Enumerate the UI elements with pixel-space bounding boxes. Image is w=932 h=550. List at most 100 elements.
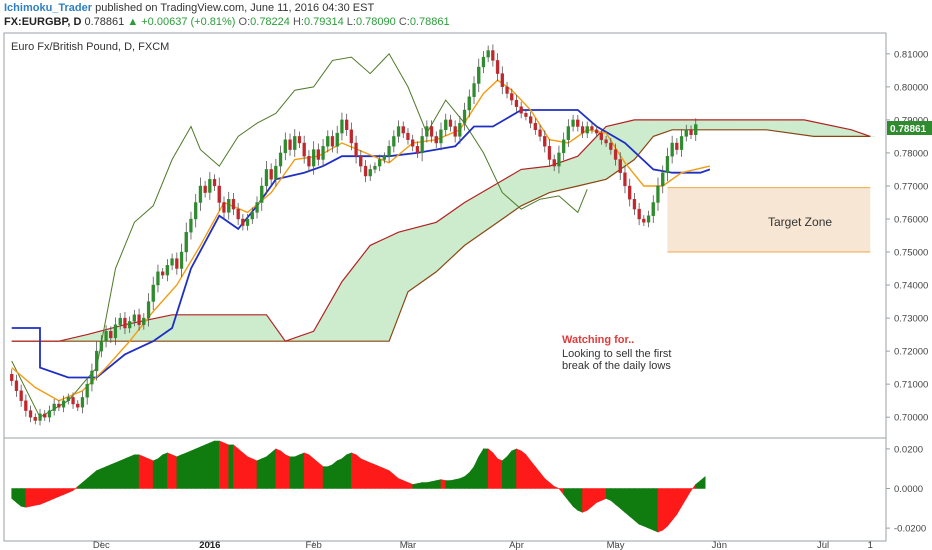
bear-candle-body (302, 142, 306, 157)
cloud-segment (704, 119, 711, 131)
cloud-segment (384, 236, 390, 342)
bear-candle-body (552, 159, 556, 167)
candle (401, 121, 405, 139)
oscillator-area-segment (270, 448, 277, 489)
cloud-segment (714, 119, 720, 131)
cloud-segment (176, 314, 182, 342)
candle (340, 112, 344, 141)
cloud-segment (228, 314, 234, 342)
bull-candle-body (142, 317, 146, 325)
candle (571, 114, 575, 132)
bull-candle-body (132, 314, 136, 322)
candle (618, 152, 622, 181)
oscillator-area-segment (289, 456, 296, 489)
cloud-segment (572, 155, 579, 188)
candle (689, 125, 693, 140)
cloud-segment (412, 226, 418, 289)
candle (146, 293, 151, 327)
candle (293, 129, 297, 157)
oscillator-area-segment (435, 479, 442, 489)
cloud-segment (789, 119, 796, 135)
price-axis-tick-label: 0.80000 (894, 82, 928, 93)
cloud-segment (355, 256, 362, 342)
oscillator-area-segment (242, 452, 248, 489)
bear-candle-body (538, 129, 542, 137)
oscillator-area-segment (336, 458, 343, 489)
cloud-segment (346, 268, 352, 342)
low-value: 0.78090 (355, 16, 396, 28)
oscillator-area-segment (501, 456, 508, 489)
cloud-segment (577, 150, 583, 187)
bear-candle-body (269, 169, 273, 180)
candle (491, 44, 495, 67)
bull-candle-body (94, 350, 99, 372)
oscillator-layer (11, 440, 706, 533)
candle (260, 177, 264, 211)
bull-candle-body (312, 149, 316, 167)
senkou-span-a-line (11, 119, 871, 342)
price-axis-tick-label: 0.72000 (894, 347, 928, 358)
candle (373, 162, 377, 174)
cloud-segment (752, 119, 758, 131)
candle (359, 150, 363, 173)
bull-candle-body (208, 179, 212, 193)
oscillator-area-segment (365, 460, 371, 489)
oscillator-area-segment (247, 456, 253, 489)
bull-candle-body (481, 56, 486, 68)
candle (604, 135, 608, 147)
cloud-segment (223, 314, 229, 342)
oscillator-area-segment (596, 488, 602, 503)
candle (533, 118, 538, 135)
cloud-segment (785, 119, 791, 134)
oscillator-area-segment (638, 488, 645, 527)
candle (137, 308, 141, 331)
oscillator-area-segment (30, 488, 36, 507)
oscillator-area-segment (520, 450, 527, 489)
bear-candle-body (448, 119, 453, 127)
open-value: 0.78224 (250, 16, 290, 28)
price-axis-tick-label: 0.77000 (894, 181, 928, 192)
cloud-segment (742, 119, 748, 131)
oscillator-area-segment (171, 454, 178, 489)
candle (406, 128, 410, 145)
candle (378, 154, 382, 172)
oscillator-area-segment (313, 458, 319, 489)
bear-candle-body (689, 129, 693, 136)
bull-candle-body (467, 96, 471, 111)
bull-candle-body (694, 124, 698, 135)
cloud-segment (379, 238, 385, 342)
oscillator-area-segment (190, 448, 196, 489)
symbol-label: FX:EURGBP, D (4, 16, 82, 28)
bear-candle-body (505, 86, 509, 94)
candle (33, 413, 37, 425)
candle (382, 152, 386, 164)
watching-title: Watching for.. (562, 334, 634, 346)
target-zone-label: Target Zone (768, 215, 832, 229)
oscillator-area-segment (700, 475, 706, 489)
bear-candle-body (519, 106, 523, 114)
cloud-segment (464, 199, 470, 246)
oscillator-area-segment (237, 448, 244, 489)
candle (524, 109, 528, 121)
bear-candle-body (363, 165, 368, 177)
bull-candle-body (146, 301, 151, 319)
cloud-segment (681, 119, 687, 131)
oscillator-area-segment (601, 488, 607, 501)
oscillator-area-segment (431, 480, 437, 489)
cloud-segment (256, 314, 262, 342)
candle (142, 313, 146, 330)
author-link[interactable]: Ichimoku_Trader (4, 2, 93, 14)
bear-candle-body (345, 119, 349, 131)
candle (467, 89, 471, 118)
watching-line-2: break of the daily lows (562, 360, 671, 372)
oscillator-area-segment (143, 456, 149, 489)
bull-candle-body (278, 152, 283, 167)
cloud-segment (539, 166, 546, 198)
bull-candle-body (38, 413, 42, 421)
cloud-segment (407, 228, 413, 293)
candle (104, 325, 108, 348)
change-value: ▲ +0.00637 (+0.81%) (127, 16, 236, 28)
oscillator-area-segment (20, 488, 27, 508)
oscillator-area-segment (605, 488, 612, 501)
